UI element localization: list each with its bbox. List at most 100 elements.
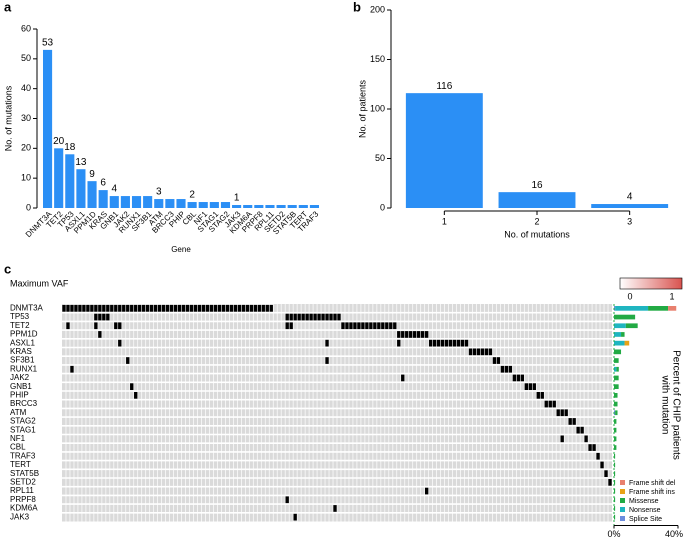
mutation-cell (325, 313, 329, 321)
bar (87, 181, 97, 208)
mutation-cell (98, 305, 102, 312)
axis-title: Percent of CHIP patients (670, 350, 681, 460)
mutation-cell (496, 357, 501, 364)
percent-bar (614, 375, 619, 381)
mutation-cell (349, 322, 353, 330)
x-tick-label: 40% (665, 529, 683, 538)
bar (98, 190, 108, 208)
y-tick-label: 20 (21, 143, 31, 153)
mutation-cell (106, 305, 110, 312)
mutation-cell (436, 339, 441, 347)
gene-label: STAG1 (10, 425, 36, 434)
percent-bar (614, 514, 616, 520)
mutation-cell (472, 348, 477, 356)
mutation-cell (401, 374, 405, 382)
mutation-cell (269, 305, 273, 312)
mutation-cell (169, 305, 174, 312)
gene-label: SF3B1 (10, 356, 35, 365)
value-label: 6 (100, 178, 106, 189)
mutation-cell (241, 305, 246, 312)
percent-bar (614, 453, 616, 459)
vaf-color-bar (619, 277, 683, 290)
mutation-cell (500, 365, 505, 373)
percent-bar (614, 323, 626, 329)
mutation-cell (261, 305, 265, 312)
mutation-cell (229, 305, 234, 312)
percent-bar (616, 366, 619, 372)
percent-bar (614, 332, 622, 337)
percent-bar (614, 471, 616, 476)
mutation-cell (476, 348, 481, 356)
mutation-cell (118, 305, 122, 312)
bar (165, 199, 175, 208)
mutation-cell (337, 313, 341, 321)
mutation-cell (460, 339, 465, 347)
legend-swatch (620, 516, 625, 521)
percent-bar (614, 436, 617, 442)
legend-label: Splice Site (629, 516, 662, 523)
mutation-cell (516, 374, 521, 382)
y-tick-label: 0 (26, 202, 31, 212)
legend-swatch (620, 480, 625, 485)
gene-label: KRAS (10, 347, 32, 356)
mutation-cell (301, 313, 305, 321)
gene-label: ATM (10, 408, 27, 417)
mutation-cell (536, 392, 540, 399)
mutation-cell (596, 452, 600, 460)
value-label: 53 (42, 38, 54, 49)
mutation-cell (114, 305, 118, 312)
mutation-cell (98, 313, 102, 321)
mutation-cell (289, 322, 293, 330)
mutation-cell (134, 305, 138, 312)
mutation-cell (221, 305, 226, 312)
mutation-cell (452, 339, 457, 347)
y-tick-label: 50 (375, 153, 385, 163)
bar (265, 205, 275, 208)
mutation-cell (217, 305, 222, 312)
gene-label: NF1 (10, 434, 26, 443)
percent-bar (668, 306, 677, 311)
mutation-cell (325, 357, 329, 364)
y-tick-label: 200 (370, 4, 385, 14)
mutation-cell (528, 383, 532, 390)
mutation-cell (464, 339, 469, 347)
mutation-cell (309, 313, 313, 321)
mutation-cell (165, 305, 170, 312)
mutation-cell (253, 305, 257, 312)
mutation-cell (201, 305, 206, 312)
bar (287, 205, 297, 208)
mutation-cell (508, 365, 513, 373)
mutation-cell (114, 322, 118, 330)
mutation-cell (504, 365, 509, 373)
mutation-cell (564, 409, 568, 417)
mutation-cell (361, 322, 365, 330)
mutation-cell (138, 305, 142, 312)
mutation-cell (149, 305, 154, 312)
mutation-cell (145, 305, 150, 312)
mutation-cell (193, 305, 198, 312)
mutation-cell (560, 409, 564, 417)
value-label: 4 (627, 192, 633, 203)
mutation-cell (444, 339, 449, 347)
mutation-cell (173, 305, 178, 312)
y-axis-title: No. of mutations (3, 85, 13, 151)
gene-label: ASXL1 (10, 338, 35, 347)
bar (405, 93, 483, 208)
mutation-cell (110, 305, 114, 312)
mutation-cell (90, 305, 94, 312)
gene-label: TET2 (10, 321, 30, 330)
y-tick-label: 100 (370, 103, 385, 113)
mutation-cell (257, 305, 261, 312)
gene-label: RPL11 (10, 486, 34, 495)
mutation-cell (468, 348, 473, 356)
percent-bar (615, 410, 618, 416)
bar (209, 202, 219, 208)
panel-label: c (4, 261, 11, 276)
gene-label: SETD2 (10, 477, 36, 486)
mutation-cell (98, 331, 102, 338)
percent-bar (614, 366, 617, 372)
mutation-cell (377, 322, 381, 330)
mutation-cell (86, 305, 90, 312)
mutation-cell (369, 322, 373, 330)
mutation-cell (205, 305, 210, 312)
